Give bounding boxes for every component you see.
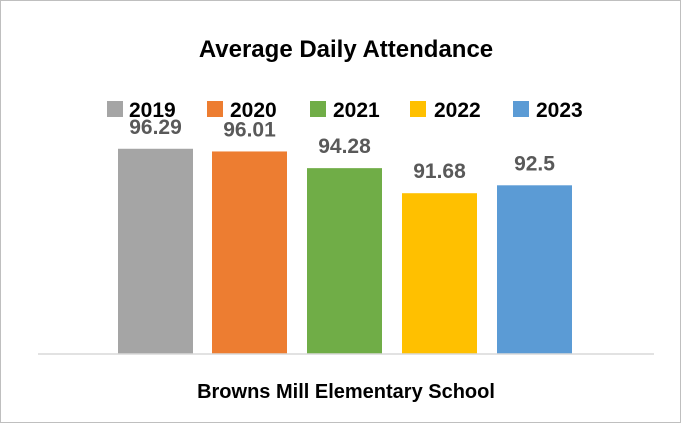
x-axis-label: Browns Mill Elementary School [197, 381, 495, 403]
data-label-2022: 91.68 [413, 160, 466, 183]
bar-2020 [212, 151, 287, 354]
bar-2022 [402, 193, 477, 354]
data-label-2019: 96.29 [129, 116, 182, 139]
data-label-2021: 94.28 [318, 135, 371, 158]
legend-label-2022: 2022 [434, 99, 481, 122]
legend-label-2023: 2023 [536, 99, 583, 122]
legend-label-2021: 2021 [333, 99, 380, 122]
data-label-2020: 96.01 [223, 118, 276, 141]
legend-label-2019: 2019 [129, 99, 176, 122]
bar-2019 [118, 148, 193, 354]
legend: 2019 2020 2021 2022 2023 [107, 99, 583, 122]
legend-swatch-2022 [410, 101, 426, 117]
data-label-2023: 92.5 [514, 152, 555, 175]
chart-title: Average Daily Attendance [199, 36, 493, 63]
legend-label-2020: 2020 [230, 99, 277, 122]
bars: 96.29 96.01 94.28 91.68 92.5 [118, 116, 572, 354]
bar-2023 [497, 185, 572, 354]
legend-swatch-2021 [310, 101, 326, 117]
legend-swatch-2019 [107, 101, 123, 117]
legend-swatch-2020 [207, 101, 223, 117]
legend-swatch-2023 [513, 101, 529, 117]
bar-2021 [307, 168, 382, 354]
